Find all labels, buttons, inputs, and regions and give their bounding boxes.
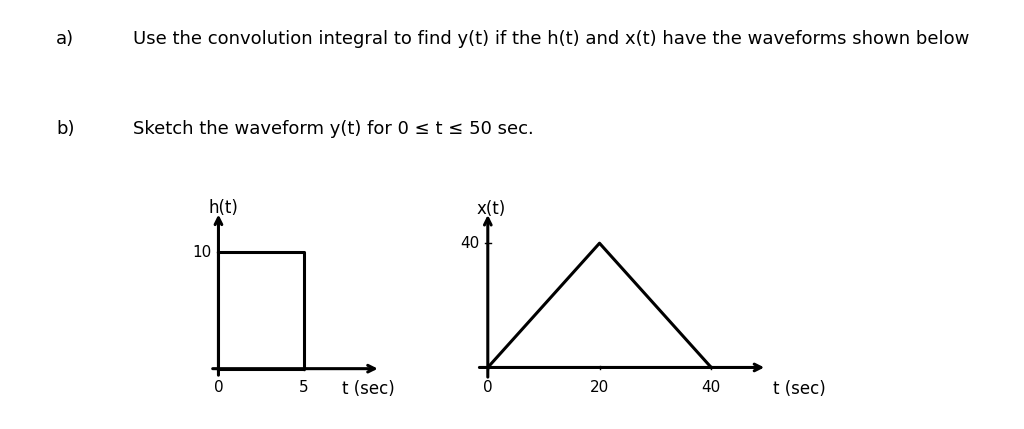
Text: Use the convolution integral to find y(t) if the h(t) and x(t) have the waveform: Use the convolution integral to find y(t…: [133, 30, 970, 48]
Text: 5: 5: [299, 380, 308, 395]
Text: 20: 20: [590, 380, 609, 395]
Text: t (sec): t (sec): [773, 380, 825, 398]
Text: 40: 40: [460, 236, 479, 251]
Text: h(t): h(t): [208, 199, 239, 217]
Text: t (sec): t (sec): [342, 380, 395, 398]
Text: a): a): [56, 30, 75, 48]
Text: 0: 0: [214, 380, 223, 395]
Text: 40: 40: [701, 380, 721, 395]
Text: 10: 10: [193, 245, 212, 260]
Text: b): b): [56, 120, 75, 138]
Text: 0: 0: [483, 380, 493, 395]
Text: x(t): x(t): [476, 200, 506, 218]
Text: Sketch the waveform y(t) for 0 ≤ t ≤ 50 sec.: Sketch the waveform y(t) for 0 ≤ t ≤ 50 …: [133, 120, 534, 138]
